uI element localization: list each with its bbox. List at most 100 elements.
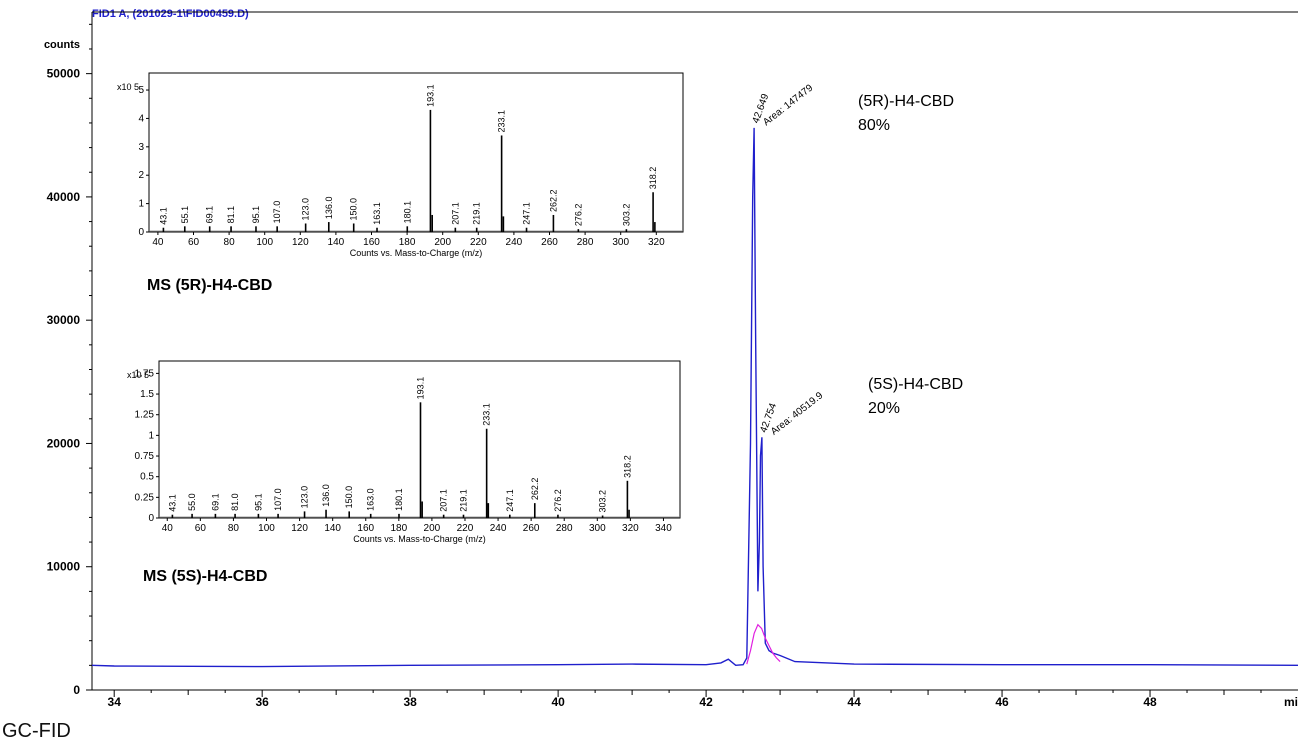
chromatogram-trace (91, 127, 1298, 668)
ms-peak-label: 303.2 (598, 490, 608, 513)
ms-peak-label: 123.0 (301, 198, 311, 221)
peak-area-label: Area: 40519.9 (769, 390, 826, 438)
ms-peak-label: 150.0 (349, 198, 359, 221)
ms-x-tick-label: 220 (457, 523, 474, 534)
peak-area-label: Area: 147479 (761, 82, 815, 128)
ms-y-tick-label: 0 (138, 227, 144, 238)
ms-x-tick-label: 180 (399, 237, 416, 248)
peak-percent-5r: 80% (858, 117, 890, 134)
ms-x-tick-label: 340 (655, 523, 672, 534)
ms-peak-label: 262.2 (548, 189, 558, 212)
ms-x-tick-label: 120 (291, 523, 308, 534)
ms-x-tick-label: 100 (258, 523, 275, 534)
ms-peak-label: 69.1 (210, 493, 220, 511)
ms-x-tick-label: 200 (434, 237, 451, 248)
y-tick-label: 20000 (47, 436, 81, 450)
x-tick-label: 48 (1143, 695, 1157, 709)
ms-x-tick-label: 40 (152, 237, 164, 248)
ms-x-tick-label: 80 (224, 237, 236, 248)
ms-x-tick-label: 140 (324, 523, 341, 534)
ms-y-tick-label: 1.75 (135, 368, 155, 379)
ms-x-tick-label: 220 (470, 237, 487, 248)
ms-x-tick-label: 40 (162, 523, 174, 534)
ms-caption-5s: MS (5S)-H4-CBD (143, 568, 267, 585)
ms-peak-label: 207.1 (439, 489, 449, 512)
ms-peak-label: 207.1 (450, 202, 460, 225)
y-tick-label: 0 (73, 683, 80, 697)
ms-y-tick-label: 0 (148, 513, 154, 524)
ms-peak-label: 276.2 (553, 489, 563, 512)
integration-baseline (746, 623, 781, 665)
ms-peak-label: 180.1 (394, 488, 404, 511)
ms-x-tick-label: 80 (228, 523, 240, 534)
ms-x-tick-label: 300 (612, 237, 629, 248)
x-tick-label: 46 (995, 695, 1009, 709)
ms-y-tick-label: 0.5 (140, 472, 154, 483)
y-tick-label: 40000 (47, 190, 81, 204)
ms-x-tick-label: 320 (622, 523, 639, 534)
ms-x-tick-label: 280 (556, 523, 573, 534)
ms-frame (148, 72, 684, 233)
ms-x-tick-label: 160 (357, 523, 374, 534)
ms-peak-label: 233.1 (482, 403, 492, 426)
ms-peak-label: 262.2 (530, 478, 540, 501)
ms-x-tick-label: 60 (188, 237, 200, 248)
ms-x-tick-label: 200 (424, 523, 441, 534)
chromatogram-title: FID1 A, (201029-1\FID00459.D) (92, 8, 249, 20)
ms-peak-label: 193.1 (425, 84, 435, 107)
ms-peak-label: 95.1 (251, 206, 261, 224)
ms-scale-label: x10 5 (127, 370, 149, 380)
ms-y-tick-label: 3 (138, 142, 144, 153)
ms-x-axis-label: Counts vs. Mass-to-Charge (m/z) (350, 248, 483, 258)
ms-peak-label: 247.1 (522, 202, 532, 225)
ms-x-tick-label: 180 (390, 523, 407, 534)
ms-peak-label: 233.1 (497, 110, 507, 133)
ms-peak-label: 43.1 (167, 494, 177, 512)
peak-percent-5s: 20% (868, 400, 900, 417)
ms-x-tick-label: 280 (577, 237, 594, 248)
ms-peak-label: 219.1 (472, 202, 482, 225)
ms-peak-label: 180.1 (402, 201, 412, 224)
ms-x-tick-label: 260 (541, 237, 558, 248)
y-tick-label: 50000 (47, 67, 81, 81)
ms-x-tick-label: 240 (490, 523, 507, 534)
ms-peak-label: 69.1 (205, 206, 215, 224)
ms-scale-label: x10 5 (117, 82, 139, 92)
ms-x-tick-label: 240 (506, 237, 523, 248)
ms-x-tick-label: 300 (589, 523, 606, 534)
ms-x-axis-label: Counts vs. Mass-to-Charge (m/z) (353, 534, 486, 544)
ms-peak-label: 43.1 (158, 207, 168, 225)
ms-x-tick-label: 260 (523, 523, 540, 534)
x-tick-label: 38 (403, 695, 417, 709)
ms-y-tick-label: 2 (138, 170, 144, 181)
ms-peak-label: 193.1 (415, 377, 425, 400)
x-tick-label: 42 (699, 695, 713, 709)
ms-peak-label: 163.1 (372, 202, 382, 225)
y-tick-label: 30000 (47, 313, 81, 327)
ms-peak-label: 95.1 (253, 493, 263, 511)
ms-peak-label: 318.2 (648, 167, 658, 190)
ms-peak-label: 276.2 (573, 204, 583, 227)
ms-peak-label: 136.0 (324, 197, 334, 220)
ms-peak-label: 107.0 (273, 488, 283, 511)
ms-peak-label: 123.0 (300, 486, 310, 509)
ms-x-tick-label: 320 (648, 237, 665, 248)
ms-x-tick-label: 160 (363, 237, 380, 248)
peak-name-5r: (5R)-H4-CBD (858, 93, 954, 110)
x-tick-label: 36 (255, 695, 269, 709)
ms-peak-label: 107.0 (272, 201, 282, 224)
ms-peak-label: 55.1 (180, 206, 190, 224)
ms-y-tick-label: 5 (138, 85, 144, 96)
ms-peak-label: 247.1 (505, 489, 515, 512)
ms-x-tick-label: 100 (256, 237, 273, 248)
peak-name-5s: (5S)-H4-CBD (868, 376, 963, 393)
ms-peak-label: 55.0 (187, 493, 197, 511)
ms-peak-label: 150.0 (344, 486, 354, 509)
ms-peak-label: 81.1 (226, 206, 236, 224)
ms-peak-label: 318.2 (622, 455, 632, 478)
ms-x-tick-label: 120 (292, 237, 309, 248)
ms-peak-label: 81.0 (230, 493, 240, 511)
